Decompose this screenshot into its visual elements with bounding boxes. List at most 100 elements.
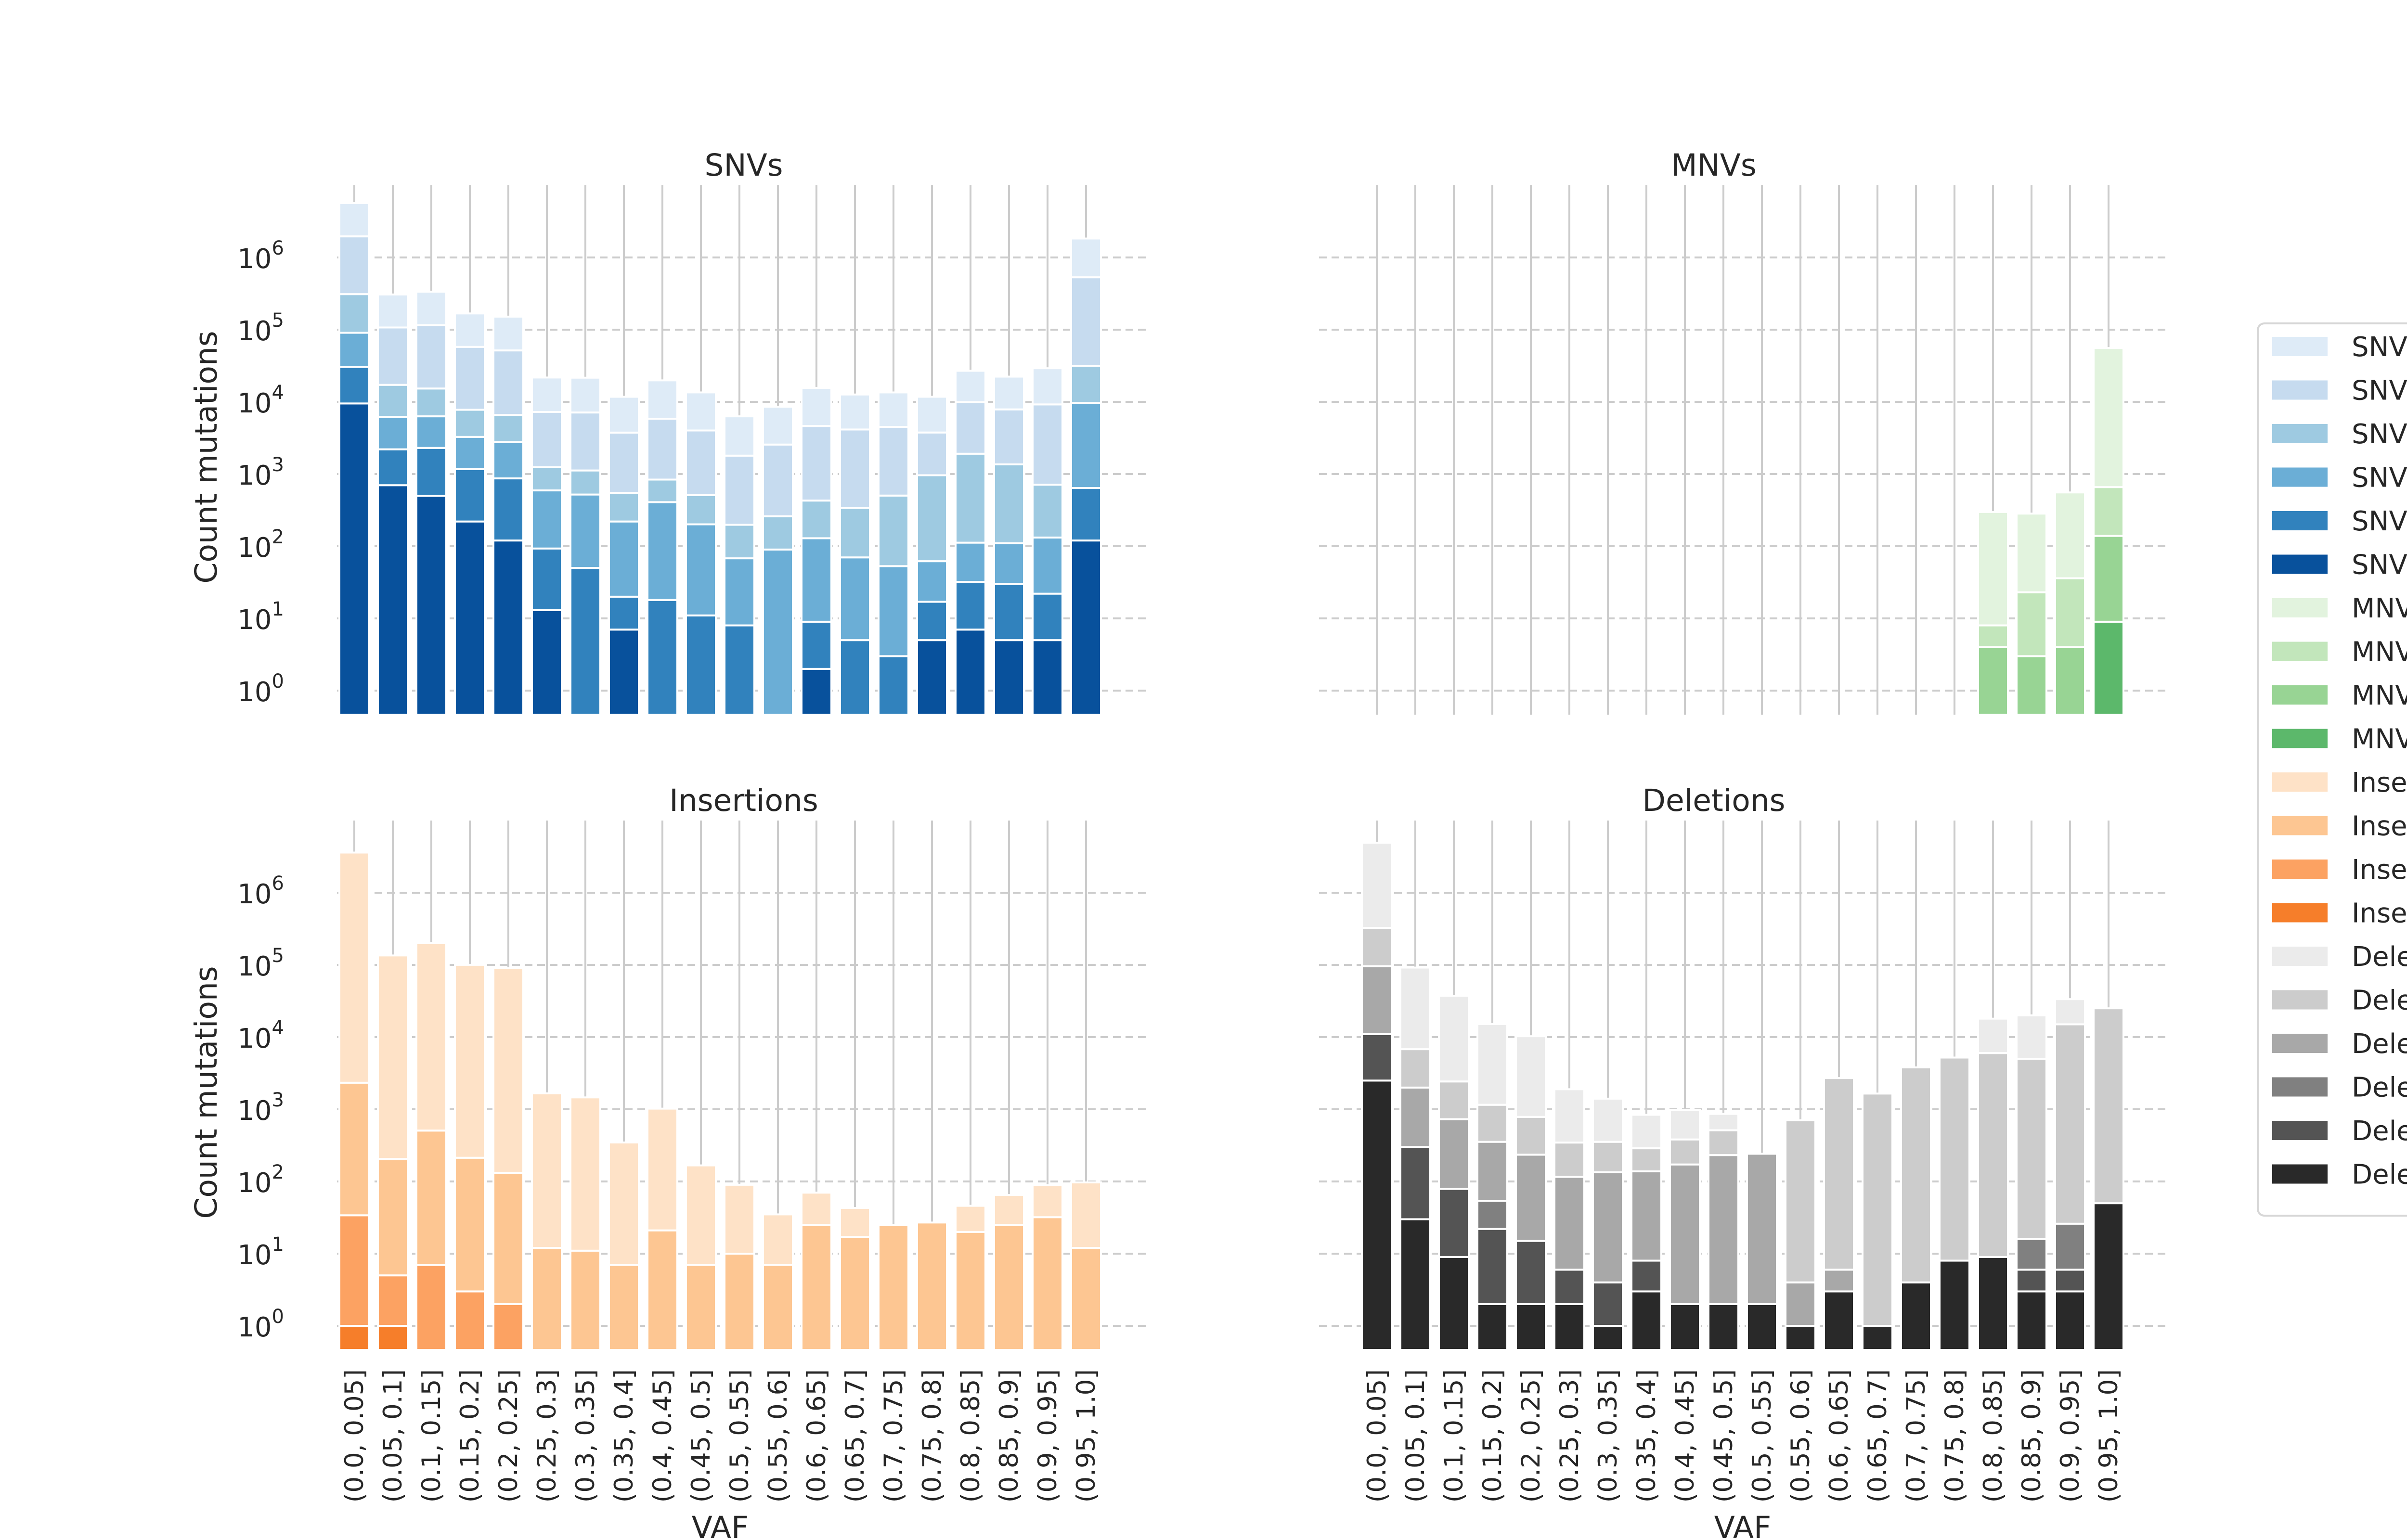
bar-segment: [724, 524, 755, 560]
bar-segment: [916, 560, 948, 603]
bar-segment: [1785, 1281, 1816, 1327]
bar-segment: [569, 469, 601, 496]
bar-segment: [531, 466, 563, 492]
bar-segment: [839, 428, 871, 509]
bar-segment: [454, 1156, 486, 1293]
bar-segment: [878, 391, 909, 428]
bar-segment: [454, 520, 486, 716]
bar-segment: [1515, 1240, 1547, 1305]
bar-segment: [1708, 1303, 1739, 1351]
bar-segment: [569, 567, 601, 716]
legend-label: Inse: [2352, 898, 2407, 929]
x-tick-label: (0.65, 0.7]: [1863, 1369, 1892, 1502]
bar-segment: [685, 391, 717, 432]
bar-segment: [1361, 1033, 1393, 1082]
bar-segment: [377, 293, 409, 329]
x-tick-label: (0.25, 0.3]: [532, 1369, 562, 1502]
x-tick-label: (0.4, 0.45]: [648, 1369, 677, 1502]
bar-segment: [993, 639, 1025, 716]
bar-segment: [1669, 1109, 1701, 1141]
bar-segment: [377, 1274, 409, 1327]
legend-swatch: [2272, 1121, 2328, 1140]
bar-segment: [1476, 1023, 1508, 1106]
bar-segment: [454, 1290, 486, 1351]
bar-segment: [916, 1221, 948, 1351]
legend-label: SNV: [2352, 332, 2407, 363]
bar-segment: [762, 443, 794, 517]
bar-segment: [1977, 624, 2009, 648]
bar-segment: [1553, 1142, 1585, 1178]
bar-segment: [415, 415, 447, 449]
bar-segment: [1476, 1141, 1508, 1202]
bar-segment: [608, 491, 640, 523]
bar-segment: [1746, 1153, 1778, 1305]
bar-segment: [1977, 1256, 2009, 1351]
bar-segment: [415, 1129, 447, 1266]
x-tick-label: (0.55, 0.6]: [1786, 1369, 1815, 1502]
bar-segment: [1515, 1035, 1547, 1118]
legend-swatch: [2272, 380, 2328, 400]
bar-segment: [608, 431, 640, 494]
panels: SNVs 100 101 102 103 104 105 106 Count mutations…: [189, 148, 2166, 1540]
bar-segment: [338, 366, 370, 405]
legend-label: MNV: [2352, 637, 2407, 668]
bar-segment: [993, 408, 1025, 465]
bar-segment: [2054, 998, 2086, 1026]
bar-segment: [338, 1081, 370, 1217]
bar-segment: [955, 629, 986, 716]
bar-segment: [1823, 1290, 1855, 1351]
bar-segment: [338, 402, 370, 716]
bar-segment: [801, 386, 832, 427]
bar-segment: [993, 542, 1025, 585]
bar-segment: [1939, 1259, 1970, 1351]
bar-segment: [2016, 655, 2047, 716]
bar-segment: [801, 1224, 832, 1351]
bar-segment: [839, 507, 871, 559]
bar-segment: [1399, 966, 1431, 1051]
y-tick-label: 102: [237, 1161, 284, 1199]
x-tick-label: (0.95, 1.0]: [2094, 1369, 2123, 1502]
bar-segment: [1476, 1228, 1508, 1305]
bar-segment: [1438, 995, 1470, 1083]
bar-segment: [377, 954, 409, 1160]
x-tick-label: (0.3, 0.35]: [1593, 1369, 1623, 1502]
bar-segment: [492, 1303, 524, 1351]
y-tick-label: 101: [237, 1233, 284, 1271]
legend: SNV SNV SNV SNV SNV SNV MNV MNV MNV MNV Inse Inse In…: [2257, 322, 2407, 1217]
bar-segment: [647, 379, 678, 420]
x-tick-label: (0.25, 0.3]: [1555, 1369, 1584, 1502]
bar-segment: [338, 293, 370, 334]
bar-segment: [647, 478, 678, 503]
bar-segment: [531, 1247, 563, 1351]
bar-segment: [569, 376, 601, 414]
x-tick-label: (0.4, 0.45]: [1670, 1369, 1700, 1502]
bar-segment: [338, 202, 370, 238]
bar-segment: [1553, 1303, 1585, 1351]
bar-segment: [492, 441, 524, 480]
bar-segment: [1631, 1290, 1662, 1351]
bar-segment: [1399, 1048, 1431, 1089]
bar-segment: [1070, 539, 1102, 716]
bar-segment: [1592, 1325, 1624, 1351]
bar-segment: [1070, 237, 1102, 279]
bar-segment: [916, 639, 948, 716]
x-tick-label: (0.85, 0.9]: [995, 1369, 1024, 1502]
bar-segment: [647, 599, 678, 716]
bar-segment: [1399, 1218, 1431, 1351]
legend-swatch: [2272, 816, 2328, 835]
bar-segment: [1438, 1080, 1470, 1120]
x-axis-label: VAF: [1714, 1510, 1771, 1540]
legend-swatch: [2272, 1164, 2328, 1184]
bar-segment: [955, 401, 986, 455]
legend-swatch: [2272, 990, 2328, 1010]
legend-label: Inse: [2352, 854, 2407, 886]
bar-segment: [2093, 535, 2124, 623]
x-tick-label: (0.9, 0.95]: [2056, 1369, 2085, 1502]
bar-segment: [1070, 1247, 1102, 1351]
bar-segment: [1032, 639, 1063, 716]
bar-segment: [647, 418, 678, 481]
bar-segment: [801, 500, 832, 539]
bar-segment: [1823, 1077, 1855, 1271]
bar-segment: [878, 425, 909, 497]
bar-segment: [531, 376, 563, 413]
